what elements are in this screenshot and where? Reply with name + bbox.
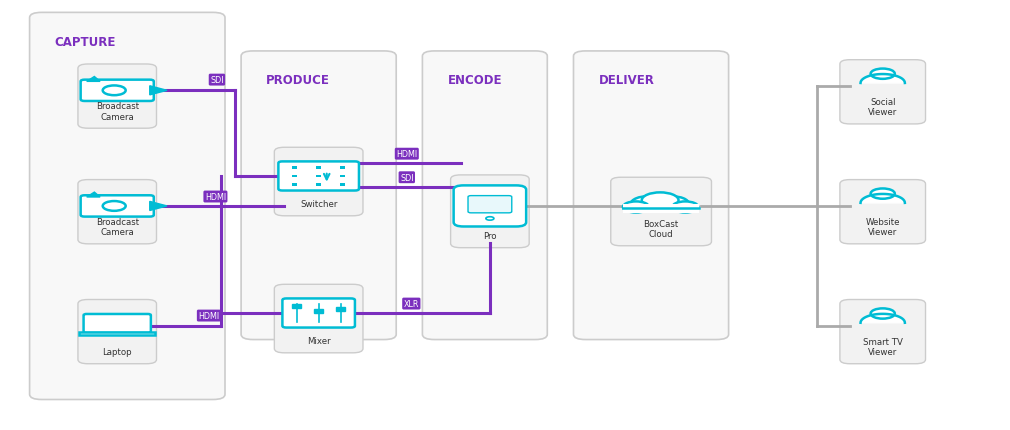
Circle shape (871, 69, 895, 80)
Bar (316, 167, 321, 169)
Text: Broadcast
Camera: Broadcast Camera (96, 102, 138, 121)
Polygon shape (861, 314, 905, 323)
Circle shape (871, 189, 895, 199)
FancyBboxPatch shape (78, 65, 157, 129)
Bar (292, 304, 301, 309)
Bar (623, 205, 699, 214)
Text: Switcher: Switcher (300, 200, 337, 209)
FancyBboxPatch shape (78, 300, 157, 364)
Text: Broadcast
Camera: Broadcast Camera (96, 217, 138, 237)
Bar (336, 307, 345, 311)
Text: BoxCast
Cloud: BoxCast Cloud (643, 219, 679, 239)
FancyBboxPatch shape (450, 175, 529, 248)
Bar (292, 175, 297, 178)
FancyBboxPatch shape (241, 52, 396, 340)
Polygon shape (149, 86, 167, 95)
Text: Smart TV
Viewer: Smart TV Viewer (863, 337, 903, 356)
Text: HDMI: HDMI (396, 150, 417, 159)
Circle shape (103, 202, 125, 211)
Polygon shape (87, 193, 100, 197)
Text: CAPTURE: CAPTURE (55, 36, 116, 49)
Text: XLR: XLR (404, 299, 419, 308)
FancyBboxPatch shape (283, 299, 355, 328)
Text: HDMI: HDMI (205, 193, 226, 202)
FancyBboxPatch shape (840, 61, 925, 125)
Polygon shape (149, 202, 167, 211)
Circle shape (871, 309, 895, 319)
Text: SDI: SDI (210, 76, 223, 85)
FancyBboxPatch shape (422, 52, 547, 340)
Text: Social
Viewer: Social Viewer (868, 98, 897, 117)
FancyBboxPatch shape (84, 314, 150, 333)
Bar (340, 184, 345, 186)
Text: ENCODE: ENCODE (447, 74, 502, 87)
Bar (340, 175, 345, 178)
Text: PRODUCE: PRODUCE (267, 74, 330, 87)
Text: Website
Viewer: Website Viewer (866, 217, 900, 237)
FancyBboxPatch shape (81, 80, 154, 102)
Circle shape (103, 86, 125, 96)
Bar (292, 167, 297, 169)
Text: Laptop: Laptop (102, 347, 132, 356)
Text: Pro: Pro (483, 231, 497, 240)
FancyBboxPatch shape (574, 52, 728, 340)
Polygon shape (861, 75, 905, 84)
Circle shape (673, 202, 698, 213)
Circle shape (654, 197, 689, 211)
Bar (340, 167, 345, 169)
FancyBboxPatch shape (840, 180, 925, 244)
FancyBboxPatch shape (840, 300, 925, 364)
FancyBboxPatch shape (81, 196, 154, 217)
Circle shape (641, 193, 679, 209)
Bar (292, 184, 297, 186)
Text: SDI: SDI (400, 173, 413, 182)
Bar (316, 175, 321, 178)
Bar (316, 184, 321, 186)
Circle shape (486, 217, 494, 221)
Bar (79, 332, 156, 335)
FancyBboxPatch shape (279, 162, 359, 191)
Circle shape (623, 202, 649, 213)
Text: Mixer: Mixer (307, 336, 330, 345)
FancyBboxPatch shape (78, 180, 157, 244)
FancyBboxPatch shape (611, 178, 711, 246)
FancyBboxPatch shape (29, 13, 225, 399)
Circle shape (630, 197, 668, 212)
FancyBboxPatch shape (275, 148, 363, 216)
Bar (314, 310, 323, 314)
Polygon shape (87, 77, 100, 82)
FancyBboxPatch shape (468, 196, 512, 213)
Text: DELIVER: DELIVER (599, 74, 654, 87)
FancyBboxPatch shape (275, 285, 363, 353)
FancyBboxPatch shape (453, 186, 526, 227)
Polygon shape (861, 194, 905, 203)
Text: HDMI: HDMI (198, 311, 219, 320)
